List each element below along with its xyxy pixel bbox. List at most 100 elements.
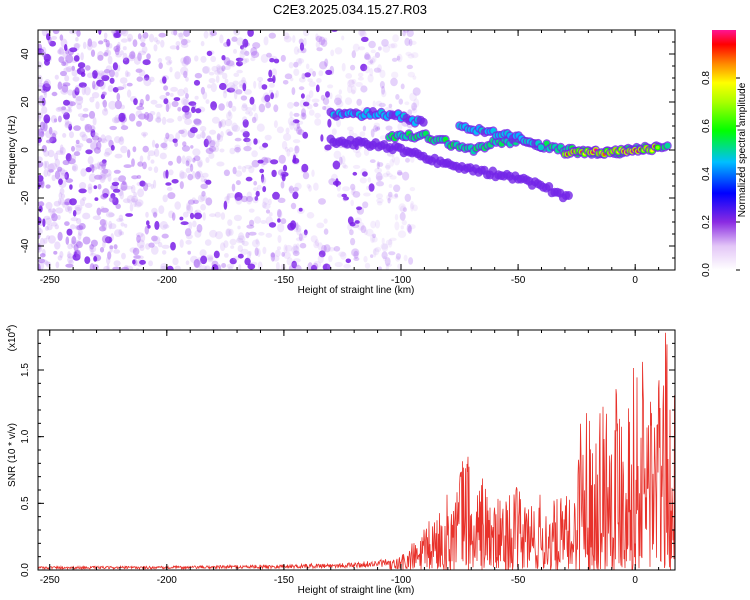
noise-speckle <box>264 94 271 103</box>
noise-speckle <box>89 263 95 270</box>
noise-speckle <box>177 32 183 38</box>
noise-speckle <box>401 219 407 226</box>
noise-speckle <box>190 127 198 134</box>
noise-speckle <box>360 63 368 72</box>
noise-speckle <box>192 157 196 163</box>
noise-speckle <box>70 154 77 162</box>
noise-speckle <box>99 80 106 90</box>
noise-speckle <box>166 118 175 123</box>
noise-speckle <box>141 46 148 54</box>
noise-speckle <box>406 64 413 70</box>
noise-speckle <box>76 30 81 37</box>
noise-speckle <box>223 57 231 66</box>
noise-speckle <box>74 204 83 211</box>
noise-speckle <box>146 53 151 60</box>
track-halo <box>564 191 573 200</box>
noise-speckle <box>114 229 122 238</box>
noise-speckle <box>291 262 300 268</box>
noise-speckle <box>105 39 110 48</box>
track-core <box>544 142 549 146</box>
noise-speckle <box>351 89 356 95</box>
noise-speckle <box>354 220 360 224</box>
noise-speckle <box>98 40 104 45</box>
noise-speckle <box>84 256 91 264</box>
noise-speckle <box>268 32 276 39</box>
colorbar-label: Normalized spectral amplitude <box>737 82 748 217</box>
noise-speckle <box>57 255 63 261</box>
noise-speckle <box>79 131 86 138</box>
noise-speckle <box>334 261 343 268</box>
noise-speckle <box>120 181 128 191</box>
noise-speckle <box>262 203 271 210</box>
noise-speckle <box>407 53 415 59</box>
noise-speckle <box>379 135 387 140</box>
noise-speckle <box>211 264 219 270</box>
noise-speckle <box>67 107 71 112</box>
noise-speckle <box>202 66 211 74</box>
noise-speckle <box>122 46 127 51</box>
y-tick-label: 20 <box>20 96 31 108</box>
noise-speckle <box>370 128 375 138</box>
noise-speckle <box>185 234 193 240</box>
noise-speckle <box>193 259 201 268</box>
noise-speckle <box>298 233 303 241</box>
noise-speckle <box>126 82 133 87</box>
noise-speckle <box>103 265 110 270</box>
noise-speckle <box>165 169 169 179</box>
noise-speckle <box>224 78 229 84</box>
noise-speckle <box>295 222 299 231</box>
noise-speckle <box>248 250 252 256</box>
noise-speckle <box>114 47 120 56</box>
noise-speckle <box>202 66 210 74</box>
noise-speckle <box>407 71 415 78</box>
noise-speckle <box>68 206 72 214</box>
noise-speckle <box>258 103 266 113</box>
noise-speckle <box>165 56 172 61</box>
noise-speckle <box>135 255 144 260</box>
noise-speckle <box>362 201 369 209</box>
noise-speckle <box>241 77 246 85</box>
noise-speckle <box>122 52 128 62</box>
noise-speckle <box>237 165 242 170</box>
noise-speckle <box>394 213 399 221</box>
noise-speckle <box>200 131 206 138</box>
noise-speckle <box>123 164 132 169</box>
noise-speckle <box>320 94 325 101</box>
noise-speckle <box>133 56 141 65</box>
noise-speckle <box>303 101 310 107</box>
noise-speckle <box>57 115 62 123</box>
noise-speckle <box>184 111 192 119</box>
noise-speckle <box>43 215 51 220</box>
noise-speckle <box>251 150 258 158</box>
noise-speckle <box>170 86 179 92</box>
noise-speckle <box>236 237 244 244</box>
noise-speckle <box>150 183 154 189</box>
noise-speckle <box>152 236 161 245</box>
noise-speckle <box>358 72 364 78</box>
y-tick-label: -20 <box>20 190 31 205</box>
noise-speckle <box>64 201 70 206</box>
x-tick-label: -50 <box>511 275 526 286</box>
noise-speckle <box>100 171 107 177</box>
noise-speckle <box>265 209 271 214</box>
noise-speckle <box>119 231 124 236</box>
noise-speckle <box>249 219 255 227</box>
noise-speckle <box>84 202 93 208</box>
noise-speckle <box>92 215 102 221</box>
noise-speckle <box>104 49 112 57</box>
noise-speckle <box>320 134 324 142</box>
noise-speckle <box>218 103 225 111</box>
noise-speckle <box>187 199 195 205</box>
noise-speckle <box>229 257 237 265</box>
noise-speckle <box>283 35 292 43</box>
noise-speckle <box>113 249 121 254</box>
noise-speckle <box>200 255 208 265</box>
noise-speckle <box>376 201 383 206</box>
noise-speckle <box>100 134 106 143</box>
noise-speckle <box>267 77 274 82</box>
noise-speckle <box>75 96 84 105</box>
noise-speckle <box>151 139 156 148</box>
noise-speckle <box>369 59 374 65</box>
noise-speckle <box>109 223 117 230</box>
